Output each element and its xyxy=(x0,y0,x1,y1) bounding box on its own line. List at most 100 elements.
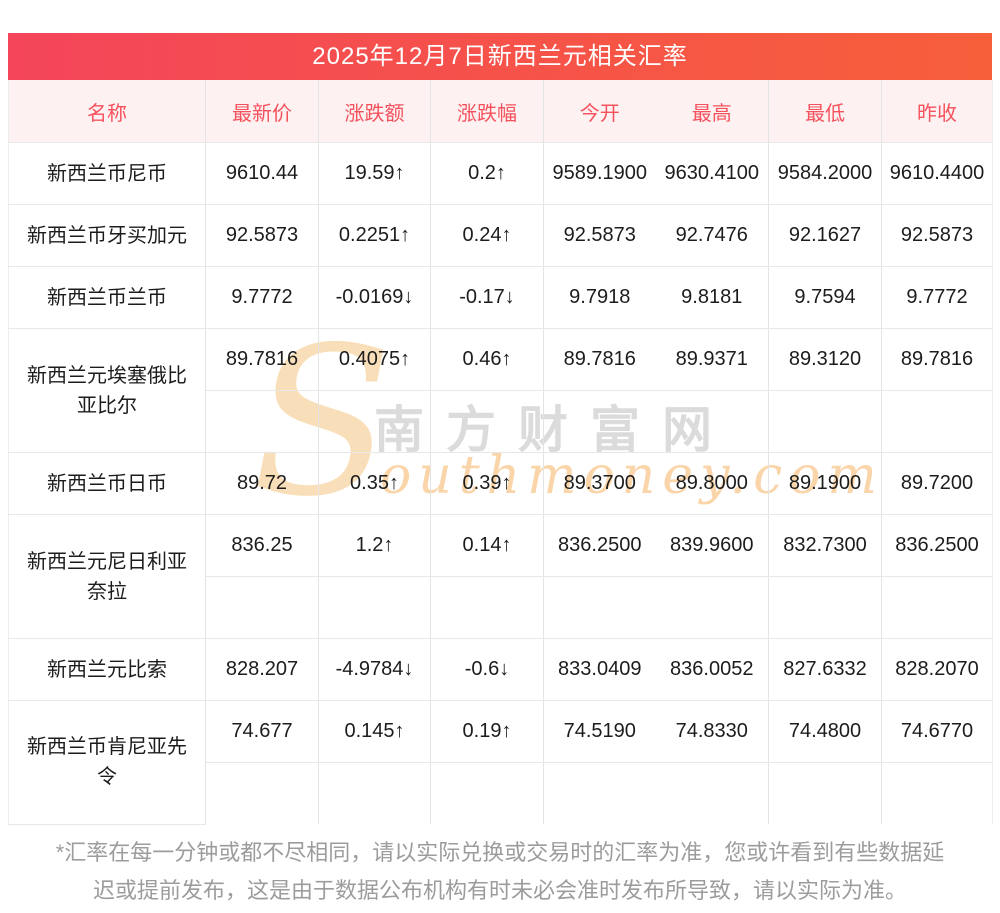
table-row: 新西兰币牙买加元 92.5873 0.2251↑ 0.24↑ 92.5873 9… xyxy=(8,204,993,267)
header-change: 涨跌额 xyxy=(318,80,431,143)
cell-empty xyxy=(543,576,656,639)
cell-prev: 89.7816 xyxy=(881,328,993,391)
cell-name: 新西兰币兰币 xyxy=(8,266,206,329)
cell-empty xyxy=(655,762,769,824)
cell-pct: 0.39↑ xyxy=(430,452,544,515)
cell-change: 0.2251↑ xyxy=(318,204,431,267)
cell-open: 833.0409 xyxy=(543,638,656,701)
cell-pct: 0.2↑ xyxy=(430,142,544,205)
cell-pct: 0.46↑ xyxy=(430,328,544,391)
cell-latest: 89.7816 xyxy=(205,328,319,391)
header-high: 最高 xyxy=(655,80,769,143)
cell-high: 839.9600 xyxy=(655,514,769,577)
cell-prev: 836.2500 xyxy=(881,514,993,577)
cell-low: 74.4800 xyxy=(768,700,882,763)
cell-empty xyxy=(768,576,882,639)
header-open: 今开 xyxy=(543,80,656,143)
cell-empty xyxy=(430,762,544,824)
cell-prev: 9610.4400 xyxy=(881,142,993,205)
cell-name: 新西兰币肯尼亚先令 xyxy=(8,700,206,825)
cell-empty xyxy=(655,390,769,453)
cell-name: 新西兰元埃塞俄比亚比尔 xyxy=(8,328,206,453)
cell-pct: -0.17↓ xyxy=(430,266,544,329)
table-row: 新西兰元比索 828.207 -4.9784↓ -0.6↓ 833.0409 8… xyxy=(8,638,993,701)
cell-change: 0.4075↑ xyxy=(318,328,431,391)
cell-change: 1.2↑ xyxy=(318,514,431,577)
cell-high: 836.0052 xyxy=(655,638,769,701)
table-row-spacer xyxy=(9,762,993,824)
cell-pct: 0.24↑ xyxy=(430,204,544,267)
table-row: 新西兰币日币 89.72 0.35↑ 0.39↑ 89.3700 89.8000… xyxy=(8,452,993,515)
cell-latest: 92.5873 xyxy=(205,204,319,267)
cell-pct: 0.19↑ xyxy=(430,700,544,763)
header-prev: 昨收 xyxy=(881,80,993,143)
exchange-rates-table: 名称 最新价 涨跌额 涨跌幅 今开 最高 最低 昨收 新西兰币尼币 9610.4… xyxy=(8,80,993,825)
disclaimer-note: *汇率在每一分钟或都不尽相同，请以实际兑换或交易时的汇率为准，您或许看到有些数据… xyxy=(0,834,1000,910)
cell-open: 9589.1900 xyxy=(543,142,656,205)
header-low: 最低 xyxy=(768,80,882,143)
cell-empty xyxy=(881,390,993,453)
cell-pct: 0.14↑ xyxy=(430,514,544,577)
cell-low: 9.7594 xyxy=(768,266,882,329)
cell-high: 9.8181 xyxy=(655,266,769,329)
header-latest: 最新价 xyxy=(205,80,319,143)
cell-low: 827.6332 xyxy=(768,638,882,701)
cell-empty xyxy=(205,576,319,639)
cell-open: 89.7816 xyxy=(543,328,656,391)
cell-low: 9584.2000 xyxy=(768,142,882,205)
table-row: 新西兰币尼币 9610.44 19.59↑ 0.2↑ 9589.1900 963… xyxy=(8,142,993,205)
cell-empty xyxy=(318,762,431,824)
cell-low: 832.7300 xyxy=(768,514,882,577)
cell-latest: 836.25 xyxy=(205,514,319,577)
cell-latest: 828.207 xyxy=(205,638,319,701)
cell-open: 89.3700 xyxy=(543,452,656,515)
cell-empty xyxy=(318,390,431,453)
header-name: 名称 xyxy=(8,80,206,143)
cell-low: 89.3120 xyxy=(768,328,882,391)
cell-empty xyxy=(881,762,993,824)
cell-name: 新西兰币牙买加元 xyxy=(8,204,206,267)
cell-empty xyxy=(318,576,431,639)
cell-name: 新西兰币尼币 xyxy=(8,142,206,205)
cell-open: 74.5190 xyxy=(543,700,656,763)
cell-empty xyxy=(768,762,882,824)
cell-latest: 9610.44 xyxy=(205,142,319,205)
table-row: 新西兰币肯尼亚先令 74.677 0.145↑ 0.19↑ 74.5190 74… xyxy=(8,700,993,825)
cell-empty xyxy=(430,390,544,453)
table-row: 新西兰币兰币 9.7772 -0.0169↓ -0.17↓ 9.7918 9.8… xyxy=(8,266,993,329)
cell-name: 新西兰币日币 xyxy=(8,452,206,515)
cell-low: 89.1900 xyxy=(768,452,882,515)
cell-change: -4.9784↓ xyxy=(318,638,431,701)
cell-change: -0.0169↓ xyxy=(318,266,431,329)
cell-empty xyxy=(205,762,319,824)
cell-prev: 89.7200 xyxy=(881,452,993,515)
table-row: 新西兰元尼日利亚奈拉 836.25 1.2↑ 0.14↑ 836.2500 83… xyxy=(8,514,993,639)
disclaimer-line-2: 迟或提前发布，这是由于数据公布机构有时未必会准时发布所导致，请以实际为准。 xyxy=(92,878,907,903)
cell-prev: 92.5873 xyxy=(881,204,993,267)
cell-latest: 9.7772 xyxy=(205,266,319,329)
cell-empty xyxy=(205,390,319,453)
cell-change: 0.35↑ xyxy=(318,452,431,515)
cell-empty xyxy=(430,576,544,639)
header-pct: 涨跌幅 xyxy=(430,80,544,143)
cell-high: 74.8330 xyxy=(655,700,769,763)
cell-open: 9.7918 xyxy=(543,266,656,329)
table-row-spacer xyxy=(9,390,993,453)
cell-latest: 89.72 xyxy=(205,452,319,515)
cell-prev: 828.2070 xyxy=(881,638,993,701)
cell-open: 836.2500 xyxy=(543,514,656,577)
cell-empty xyxy=(768,390,882,453)
cell-prev: 9.7772 xyxy=(881,266,993,329)
cell-open: 92.5873 xyxy=(543,204,656,267)
cell-high: 9630.4100 xyxy=(655,142,769,205)
header-row: 名称 最新价 涨跌额 涨跌幅 今开 最高 最低 昨收 xyxy=(8,80,993,143)
cell-empty xyxy=(543,390,656,453)
cell-pct: -0.6↓ xyxy=(430,638,544,701)
table-row-spacer xyxy=(9,576,993,639)
disclaimer-line-1: *汇率在每一分钟或都不尽相同，请以实际兑换或交易时的汇率为准，您或许看到有些数据… xyxy=(55,840,945,865)
cell-empty xyxy=(655,576,769,639)
table-row: 新西兰元埃塞俄比亚比尔 89.7816 0.4075↑ 0.46↑ 89.781… xyxy=(8,328,993,453)
cell-empty xyxy=(881,576,993,639)
page-title: 2025年12月7日新西兰元相关汇率 xyxy=(312,43,688,70)
cell-high: 89.8000 xyxy=(655,452,769,515)
